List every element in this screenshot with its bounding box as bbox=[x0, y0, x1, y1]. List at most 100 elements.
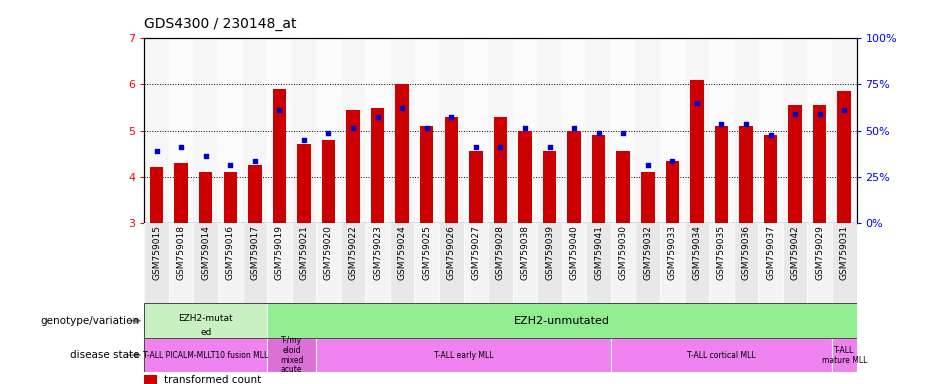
Text: T-ALL
mature MLL: T-ALL mature MLL bbox=[821, 346, 867, 364]
Bar bbox=[144, 338, 267, 372]
Text: EZH2-unmutated: EZH2-unmutated bbox=[514, 316, 610, 326]
Bar bbox=[783, 38, 807, 223]
Text: GSM759021: GSM759021 bbox=[300, 225, 308, 280]
Bar bbox=[611, 338, 832, 372]
Bar bbox=[758, 223, 783, 303]
Text: GSM759042: GSM759042 bbox=[790, 225, 800, 280]
Bar bbox=[390, 38, 414, 223]
Bar bbox=[297, 144, 311, 223]
Text: GSM759015: GSM759015 bbox=[152, 225, 161, 280]
Bar bbox=[561, 38, 587, 223]
Point bbox=[690, 100, 705, 106]
Text: GSM759031: GSM759031 bbox=[840, 225, 849, 280]
Bar bbox=[371, 108, 385, 223]
Point bbox=[788, 111, 803, 118]
Bar bbox=[223, 172, 237, 223]
Bar bbox=[317, 338, 611, 372]
Bar bbox=[144, 223, 169, 303]
Point bbox=[174, 144, 189, 150]
Bar bbox=[813, 105, 827, 223]
Point bbox=[493, 144, 508, 150]
Bar bbox=[341, 38, 365, 223]
Text: GSM759033: GSM759033 bbox=[668, 225, 677, 280]
Bar bbox=[513, 223, 537, 303]
Text: T-/my
eloid
mixed
acute: T-/my eloid mixed acute bbox=[280, 336, 304, 374]
Text: disease state: disease state bbox=[70, 350, 140, 360]
Bar bbox=[587, 223, 611, 303]
Bar bbox=[439, 38, 464, 223]
Text: GDS4300 / 230148_at: GDS4300 / 230148_at bbox=[144, 17, 297, 31]
Bar bbox=[587, 38, 611, 223]
Bar bbox=[414, 38, 439, 223]
Bar bbox=[543, 151, 557, 223]
Text: GSM759040: GSM759040 bbox=[570, 225, 578, 280]
Point bbox=[468, 144, 483, 150]
Bar bbox=[611, 38, 636, 223]
Bar bbox=[420, 126, 434, 223]
Bar bbox=[513, 38, 537, 223]
Text: GSM759028: GSM759028 bbox=[496, 225, 505, 280]
Bar bbox=[291, 38, 317, 223]
Text: GSM759041: GSM759041 bbox=[594, 225, 603, 280]
Bar bbox=[684, 38, 709, 223]
Text: GSM759035: GSM759035 bbox=[717, 225, 726, 280]
Bar bbox=[611, 223, 636, 303]
Bar bbox=[199, 172, 212, 223]
Point bbox=[542, 144, 557, 150]
Point bbox=[812, 111, 827, 118]
Bar bbox=[734, 38, 758, 223]
Text: EZH2-mutat: EZH2-mutat bbox=[179, 314, 233, 323]
Point bbox=[567, 125, 582, 131]
Point bbox=[738, 121, 753, 127]
Bar bbox=[567, 131, 581, 223]
Bar bbox=[684, 223, 709, 303]
Bar bbox=[641, 172, 654, 223]
Text: GSM759030: GSM759030 bbox=[619, 225, 627, 280]
Point bbox=[444, 114, 459, 120]
Bar bbox=[218, 223, 243, 303]
Bar bbox=[169, 38, 194, 223]
Text: GSM759019: GSM759019 bbox=[275, 225, 284, 280]
Bar bbox=[832, 338, 857, 372]
Text: GSM759039: GSM759039 bbox=[545, 225, 554, 280]
Text: ed: ed bbox=[200, 328, 211, 337]
Bar bbox=[464, 38, 488, 223]
Bar bbox=[414, 223, 439, 303]
Bar bbox=[464, 223, 488, 303]
Point bbox=[714, 121, 729, 127]
Bar bbox=[488, 38, 513, 223]
Bar bbox=[396, 84, 409, 223]
Point bbox=[248, 157, 263, 164]
Point bbox=[419, 125, 434, 131]
Text: GSM759020: GSM759020 bbox=[324, 225, 333, 280]
Bar bbox=[709, 223, 734, 303]
Bar bbox=[636, 38, 660, 223]
Point bbox=[272, 107, 287, 113]
Text: GSM759034: GSM759034 bbox=[693, 225, 701, 280]
Text: GSM759024: GSM759024 bbox=[398, 225, 407, 280]
Bar bbox=[267, 223, 291, 303]
Bar bbox=[365, 38, 390, 223]
Bar bbox=[832, 38, 857, 223]
Point bbox=[321, 130, 336, 136]
Text: GSM759029: GSM759029 bbox=[816, 225, 824, 280]
Text: T-ALL cortical MLL: T-ALL cortical MLL bbox=[687, 351, 756, 360]
Bar bbox=[616, 151, 630, 223]
Bar bbox=[273, 89, 286, 223]
Bar bbox=[346, 110, 359, 223]
Text: GSM759016: GSM759016 bbox=[225, 225, 235, 280]
Bar bbox=[243, 38, 267, 223]
Bar bbox=[317, 223, 341, 303]
Point bbox=[296, 137, 311, 143]
Bar bbox=[150, 167, 163, 223]
Bar bbox=[144, 38, 169, 223]
Text: genotype/variation: genotype/variation bbox=[41, 316, 140, 326]
Bar bbox=[194, 38, 218, 223]
Point bbox=[149, 148, 164, 154]
Bar bbox=[488, 223, 513, 303]
Bar bbox=[660, 223, 684, 303]
Text: T-ALL early MLL: T-ALL early MLL bbox=[434, 351, 493, 360]
Bar bbox=[519, 131, 532, 223]
Bar bbox=[690, 80, 704, 223]
Bar bbox=[666, 161, 679, 223]
